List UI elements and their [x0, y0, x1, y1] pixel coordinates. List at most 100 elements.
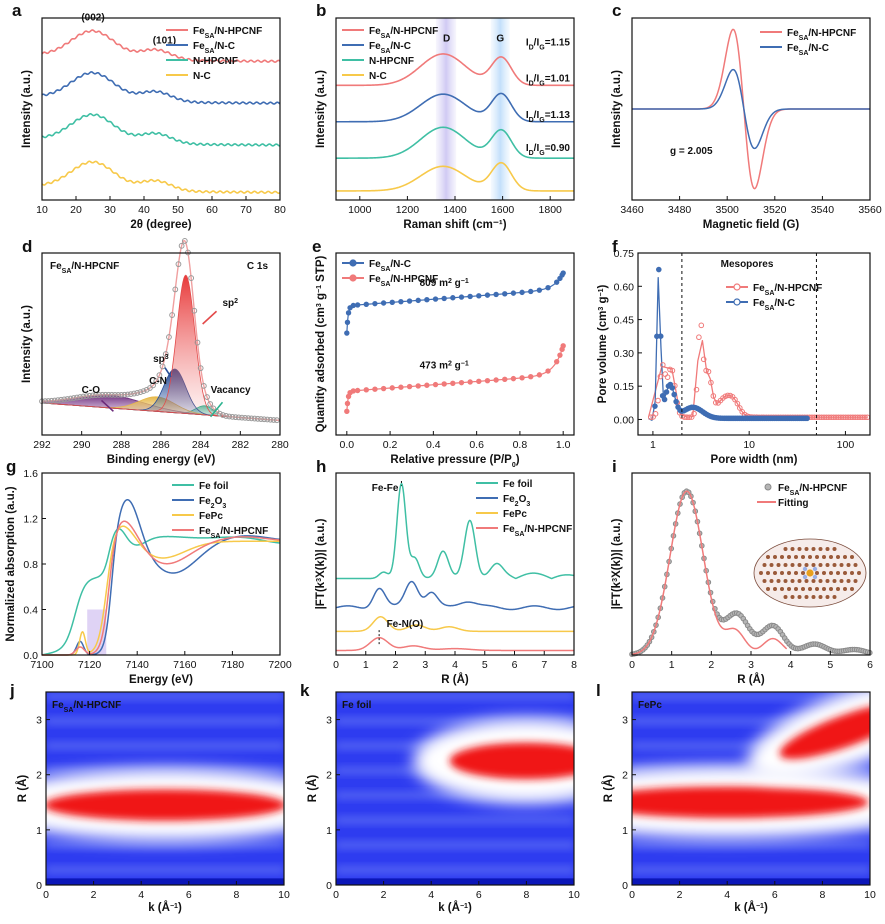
peak-label-101: (101): [153, 35, 176, 46]
x-tick-label: 3: [422, 659, 428, 671]
carbon-atom: [811, 579, 816, 583]
carbon-atom: [811, 563, 816, 567]
data-point: [732, 396, 738, 403]
raw-data-point: [229, 413, 236, 420]
xanes-curve: [41, 528, 281, 656]
legend-marker: [349, 274, 357, 282]
x-tick-label: 100: [837, 439, 855, 451]
legend-marker: [733, 298, 741, 306]
data-point: [476, 378, 482, 385]
intensity-ratio-label: ID/IG=1.13: [526, 110, 571, 124]
carbon-atom: [850, 555, 854, 559]
carbon-atom: [818, 563, 823, 567]
x-tick-label: 280: [271, 439, 289, 451]
carbon-atom: [787, 571, 791, 575]
data-point: [659, 362, 666, 368]
carbon-atom: [836, 555, 840, 559]
carbon-atom: [839, 563, 844, 567]
x-tick-label: 2: [91, 889, 97, 901]
data-point: [389, 299, 395, 306]
y-tick-label: 1.6: [23, 468, 38, 480]
envelope-fit: [41, 239, 281, 422]
heatmap-band: [632, 716, 870, 726]
raw-data-point: [226, 413, 233, 420]
heatmap-title: Fe foil: [342, 700, 372, 711]
heatmap-hotspot: [449, 742, 574, 780]
fitting-curve: [631, 490, 788, 656]
y-tick-label: 0.60: [614, 281, 635, 293]
legend-entry: FeSA/N-C: [369, 259, 411, 273]
raw-data-point: [254, 415, 261, 422]
carbon-atom: [822, 571, 826, 575]
data-point: [669, 367, 676, 374]
x-tick-label: 0: [629, 889, 635, 901]
carbon-atom: [832, 595, 837, 599]
x-axis-label: k (Å−1): [148, 901, 182, 914]
data-point: [662, 371, 669, 377]
x-tick-label: 0.0: [340, 439, 355, 451]
carbon-atom: [829, 571, 833, 575]
legend-entry: FePc: [199, 511, 223, 522]
raw-data-point: [216, 410, 223, 417]
carbon-atom: [797, 547, 802, 551]
x-axis-label: Magnetic field (G): [703, 219, 800, 231]
x-tick-label: 0.4: [426, 439, 441, 451]
heatmap-band: [46, 840, 284, 850]
data-point: [467, 293, 473, 300]
x-tick-label: 3540: [811, 204, 835, 216]
plot-frame: [41, 17, 281, 201]
plot-frame: [631, 17, 871, 201]
data-point: [737, 405, 743, 411]
carbon-atom: [804, 579, 809, 583]
x-tick-label: 1400: [443, 204, 467, 216]
heatmap-band: [632, 692, 870, 701]
carbon-atom: [818, 547, 823, 551]
intensity-ratio-label: ID/IG=0.90: [526, 143, 571, 157]
raw-data-point: [197, 365, 204, 372]
legend-entry: FeSA/N-C: [753, 298, 795, 312]
y-tick-label: 0.30: [614, 348, 635, 360]
surface-area-label: 809 m2 g−1: [420, 277, 469, 289]
heatmap-area: [336, 692, 574, 885]
iron-atom: [806, 569, 814, 577]
raw-data-point: [80, 393, 87, 400]
data-point: [663, 389, 670, 395]
data-point: [493, 291, 499, 298]
raw-data-point: [67, 395, 74, 402]
legend-entry: FeSA/N-HPCNF: [369, 26, 438, 40]
y-tick-label: 1: [622, 825, 628, 837]
panel-label: a: [12, 1, 22, 20]
carbon-atom: [787, 587, 791, 591]
raw-data-point: [188, 275, 195, 281]
structure-inset: [753, 538, 867, 608]
heatmap-band: [336, 716, 574, 726]
carbon-atom: [801, 587, 805, 591]
y-axis-label: |FT(k3X(k))| (a.u.): [611, 518, 623, 609]
raw-data-point: [127, 391, 134, 397]
carbon-atom: [783, 563, 788, 567]
carbon-atom: [825, 579, 830, 583]
data-point: [655, 397, 661, 404]
data-point: [350, 388, 357, 394]
surface-area-label: 473 m2 g−1: [420, 360, 469, 372]
x-tick-label: 5: [827, 659, 833, 671]
band-d-label: D: [443, 34, 450, 45]
carbon-atom: [780, 571, 784, 575]
x-tick-label: 20: [70, 204, 82, 216]
raw-data-point: [45, 398, 52, 404]
heatmap-hotspot: [632, 786, 869, 818]
data-point: [406, 383, 413, 390]
carbon-atom: [846, 563, 851, 567]
x-tick-label: 1800: [539, 204, 563, 216]
data-point: [363, 387, 369, 393]
raw-data-point: [99, 391, 106, 398]
x-tick-label: 2: [708, 659, 714, 671]
data-point: [528, 288, 534, 295]
raw-data-point: [178, 242, 185, 249]
exafs-curve: [335, 580, 575, 611]
legend-entry: FeSA/N-C: [193, 41, 235, 55]
carbon-atom: [801, 555, 805, 559]
data-point: [372, 300, 378, 307]
